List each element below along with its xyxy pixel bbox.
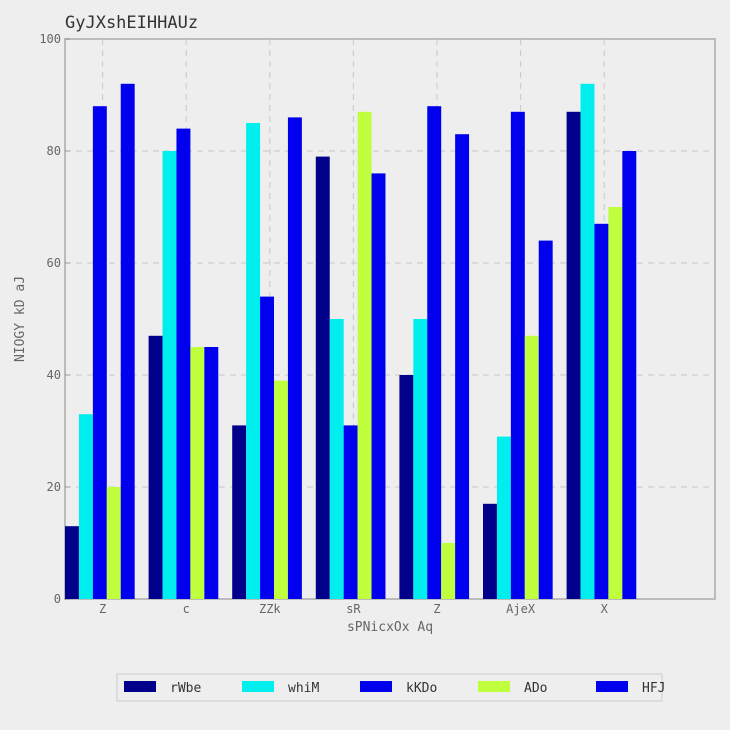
bar-rWbe [65,526,79,599]
bar-rWbe [148,335,163,599]
x-tick-label: Z [433,602,440,616]
bar-HFJ [120,83,135,600]
bar-ADo [274,380,288,599]
bar-kKDo [92,106,107,599]
bar-HFJ [455,134,470,599]
bar-ADo [441,543,456,599]
bar-kKDo [343,425,358,599]
x-axis-label: sPNicxOx Aq [347,620,433,635]
x-tick-label: X [601,602,609,616]
bar-kKDo [594,223,609,600]
bar-HFJ [538,240,553,599]
legend-swatch [478,681,510,692]
bar-whiM [329,319,344,599]
bar-whiM [580,83,595,600]
bar-HFJ [371,173,386,599]
legend-swatch [596,681,628,692]
bar-HFJ [287,117,302,600]
x-tick-label: AjeX [506,602,536,616]
bar-ADo [524,335,539,599]
bar-ADo [106,487,121,599]
legend-swatch [242,681,274,692]
y-tick-label: 80 [47,144,61,158]
bar-HFJ [622,151,637,599]
bar-kKDo [427,106,442,599]
x-tick-label: ZZk [259,602,281,616]
bar-whiM [246,123,261,599]
x-tick-label: Z [99,602,106,616]
x-tick-label: c [183,602,190,616]
bar-whiM [78,414,93,599]
bar-ADo [357,111,372,600]
legend-label: kKDo [406,681,437,696]
bar-ADo [608,207,623,599]
bar-rWbe [315,156,330,599]
legend-label: HFJ [642,681,665,696]
bar-rWbe [566,111,581,600]
bar-kKDo [510,111,525,600]
chart-title: GyJXshEIHHAUz [65,13,198,33]
y-tick-label: 0 [54,592,61,606]
legend-label: ADo [524,681,547,696]
y-tick-label: 100 [39,32,61,46]
legend-label: rWbe [170,681,201,696]
y-axis-ticks: 0 20 40 60 80 100 [39,32,70,606]
y-tick-label: 60 [47,256,61,270]
legend-label: whiM [288,681,319,696]
bar-HFJ [204,347,219,599]
y-tick-label: 20 [47,480,61,494]
bar-rWbe [483,503,497,599]
legend-swatch [360,681,392,692]
bar-whiM [496,436,511,599]
x-tick-label: sR [346,602,361,616]
bar-whiM [413,319,428,599]
bar-ADo [190,347,205,599]
bar-kKDo [260,296,274,599]
bar-whiM [162,151,177,599]
legend-box [116,673,663,702]
bars [65,83,637,600]
bar-kKDo [176,128,191,599]
legend-swatch [124,681,156,692]
legend: rWbe whiM kKDo ADo HFJ [116,673,665,702]
bar-rWbe [232,425,247,599]
y-axis-label: NIOGY kD aJ [13,276,28,362]
bar-rWbe [399,375,414,599]
y-tick-label: 40 [47,368,61,382]
